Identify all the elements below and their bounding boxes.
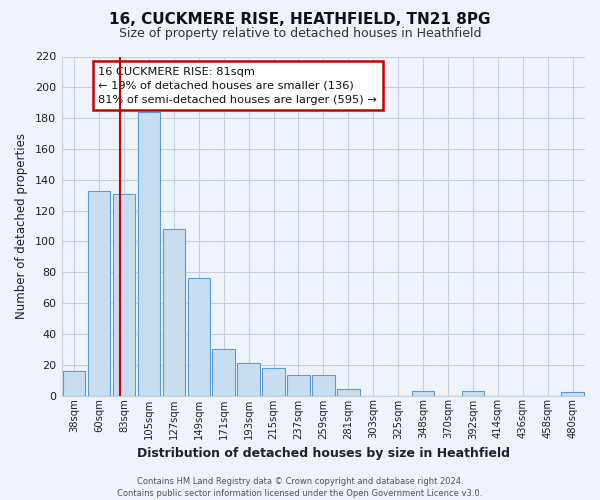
Bar [412,391,434,396]
Text: 16, CUCKMERE RISE, HEATHFIELD, TN21 8PG: 16, CUCKMERE RISE, HEATHFIELD, TN21 8PG [109,12,491,28]
Text: Size of property relative to detached houses in Heathfield: Size of property relative to detached ho… [119,28,481,40]
Bar [138,112,160,396]
Bar [88,190,110,396]
Bar [287,376,310,396]
Bar [312,376,335,396]
Bar [337,390,359,396]
Bar [63,371,85,396]
Bar [238,363,260,396]
Bar [163,229,185,396]
Text: 16 CUCKMERE RISE: 81sqm
← 19% of detached houses are smaller (136)
81% of semi-d: 16 CUCKMERE RISE: 81sqm ← 19% of detache… [98,66,377,104]
Bar [188,278,210,396]
Text: Contains HM Land Registry data © Crown copyright and database right 2024.
Contai: Contains HM Land Registry data © Crown c… [118,476,482,498]
Bar [212,350,235,396]
Bar [262,368,285,396]
Bar [461,391,484,396]
Bar [113,194,135,396]
X-axis label: Distribution of detached houses by size in Heathfield: Distribution of detached houses by size … [137,447,510,460]
Bar [562,392,584,396]
Y-axis label: Number of detached properties: Number of detached properties [15,133,28,319]
